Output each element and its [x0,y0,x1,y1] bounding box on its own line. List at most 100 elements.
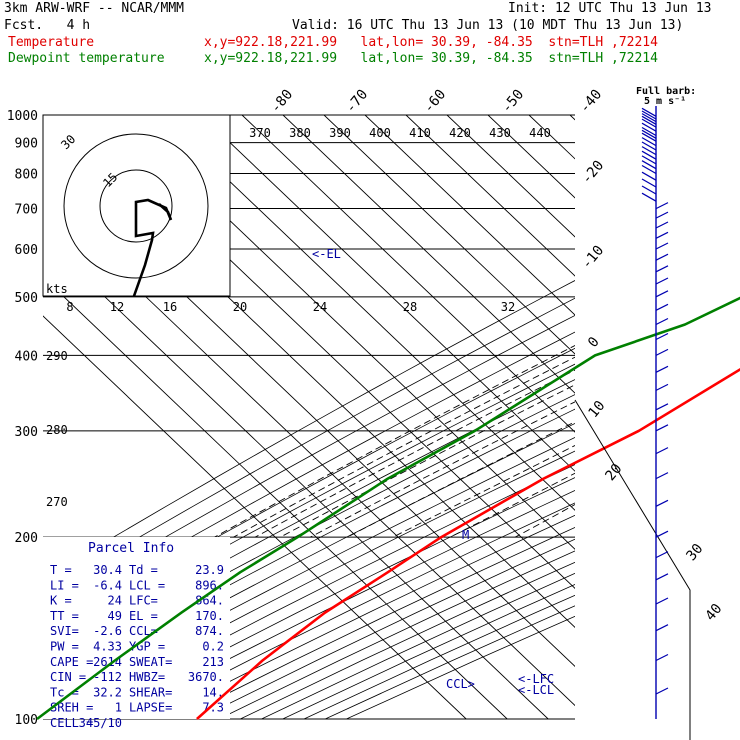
el-marker: <-EL [312,247,341,261]
dry-adiabat-line [43,363,575,650]
parcel-field-value: -2.6 [93,624,122,638]
isotherm-line [611,115,740,719]
dry-adiabat-line [43,314,575,609]
wind-barb [641,126,657,137]
dry-adiabat-line [43,437,575,712]
wind-barb [655,317,669,326]
isotherm-line [43,315,467,719]
wind-barb [641,171,657,181]
wind-barb [641,150,657,160]
hodograph-axis-label: 28 [403,300,417,314]
wind-barb [655,332,669,341]
wind-barb [655,231,669,239]
parcel-field-label: Tc = [50,685,79,699]
wind-barb [655,653,669,662]
parcel-field-value: 4.33 [93,640,122,654]
wind-barb [655,383,669,391]
parcel-field-label: CAPE = [50,655,93,669]
isotherm-line [159,115,575,511]
isotherm-line [43,237,549,719]
pressure-label: 800 [15,168,38,183]
dewpoint-legend-label: Dewpoint temperature [8,51,165,66]
wind-barb [655,499,669,507]
isotherm-label: -70 [343,87,372,117]
hodograph-axis-label: 12 [110,300,124,314]
dewpoint-profile [36,296,740,721]
wind-barb [655,221,669,229]
wind-barb [655,403,669,411]
dry-adiabat-line [43,423,575,700]
temperature-profile [196,367,740,720]
parcel-field-label: SREH = [50,701,93,715]
parcel-field-value: 345/10 [79,716,122,730]
parcel-field-value: 3670. [188,670,224,684]
ccl-temp-marker: M [462,528,469,542]
isotherm-label: -60 [421,87,450,117]
theta-label: 380 [289,126,311,140]
parcel-field-value: 49 [108,609,122,623]
parcel-field-value: 32.2 [93,685,122,699]
dewpoint-legend-info: x,y=922.18,221.99 lat,lon= 30.39, -84.35… [204,51,658,66]
dry-adiabat-line [261,572,575,719]
moist-adiabat-line [574,536,575,538]
theta-label: 410 [409,126,431,140]
pressure-label: 600 [15,243,38,258]
init-time: Init: 12 UTC Thu 13 Jun 13 [508,1,712,16]
parcel-field-value: 30.4 [93,563,122,577]
hodograph-ring-15 [99,169,173,243]
lcl-marker: <-LCL [518,683,554,697]
wind-barb [641,107,657,117]
isotherm-label: 40 [702,601,725,624]
theta-label: 430 [489,126,511,140]
ccl-marker: CCL> [446,677,475,691]
dry-adiabat-line [43,331,575,623]
wind-barb [655,447,669,455]
parcel-field-value: 1 [115,701,122,715]
parcel-field-value: 2614 [93,655,122,669]
parcel-field-label: T = [50,563,72,577]
parcel-field-value: 874. [195,624,224,638]
theta-label: 270 [46,495,68,509]
wind-barb [641,185,657,195]
isotherm-label: 0 [585,334,603,351]
hodograph-axis-label: 16 [163,300,177,314]
wind-barb [641,178,657,188]
wind-barb [655,365,669,373]
parcel-info-box [43,537,230,719]
parcel-field-label: CIN = [50,670,86,684]
dry-adiabat-line [155,514,575,719]
dry-adiabat-line [43,408,575,688]
parcel-field-value: 14. [202,685,224,699]
wind-barb [655,277,669,285]
hodograph-trace [132,198,173,297]
dry-adiabat-line [43,379,575,663]
moist-adiabat-line [279,384,575,538]
forecast-hour: Fcst. 4 h [4,18,91,33]
wind-barb [655,303,669,311]
wind-barb [655,348,669,356]
wind-barb [641,137,657,147]
pressure-label: 700 [15,203,38,218]
pressure-label: 900 [15,137,38,152]
hodograph-axis-label: 32 [501,300,515,314]
isotherm-line [323,115,575,355]
parcel-field-label: PW = [50,640,79,654]
isotherm-label: 30 [683,541,706,564]
dry-adiabat-line [197,538,575,719]
theta-label: 370 [249,126,271,140]
wind-barb [655,211,669,219]
barb-key-line1: Full barb: [636,86,696,97]
wind-barb [641,122,657,132]
parcel-field-value: 7.3 [202,701,224,715]
wind-barb [655,424,669,432]
wind-barb [655,472,669,480]
parcel-field-label: LCL = [129,578,165,592]
barb-key-line2: 5 m s⁻¹ [644,96,686,107]
theta-label: 290 [46,349,68,363]
hodograph-axis-label: 8 [66,300,73,314]
wind-barb [655,202,669,210]
wind-barb [655,551,669,559]
theta-label: 390 [329,126,351,140]
